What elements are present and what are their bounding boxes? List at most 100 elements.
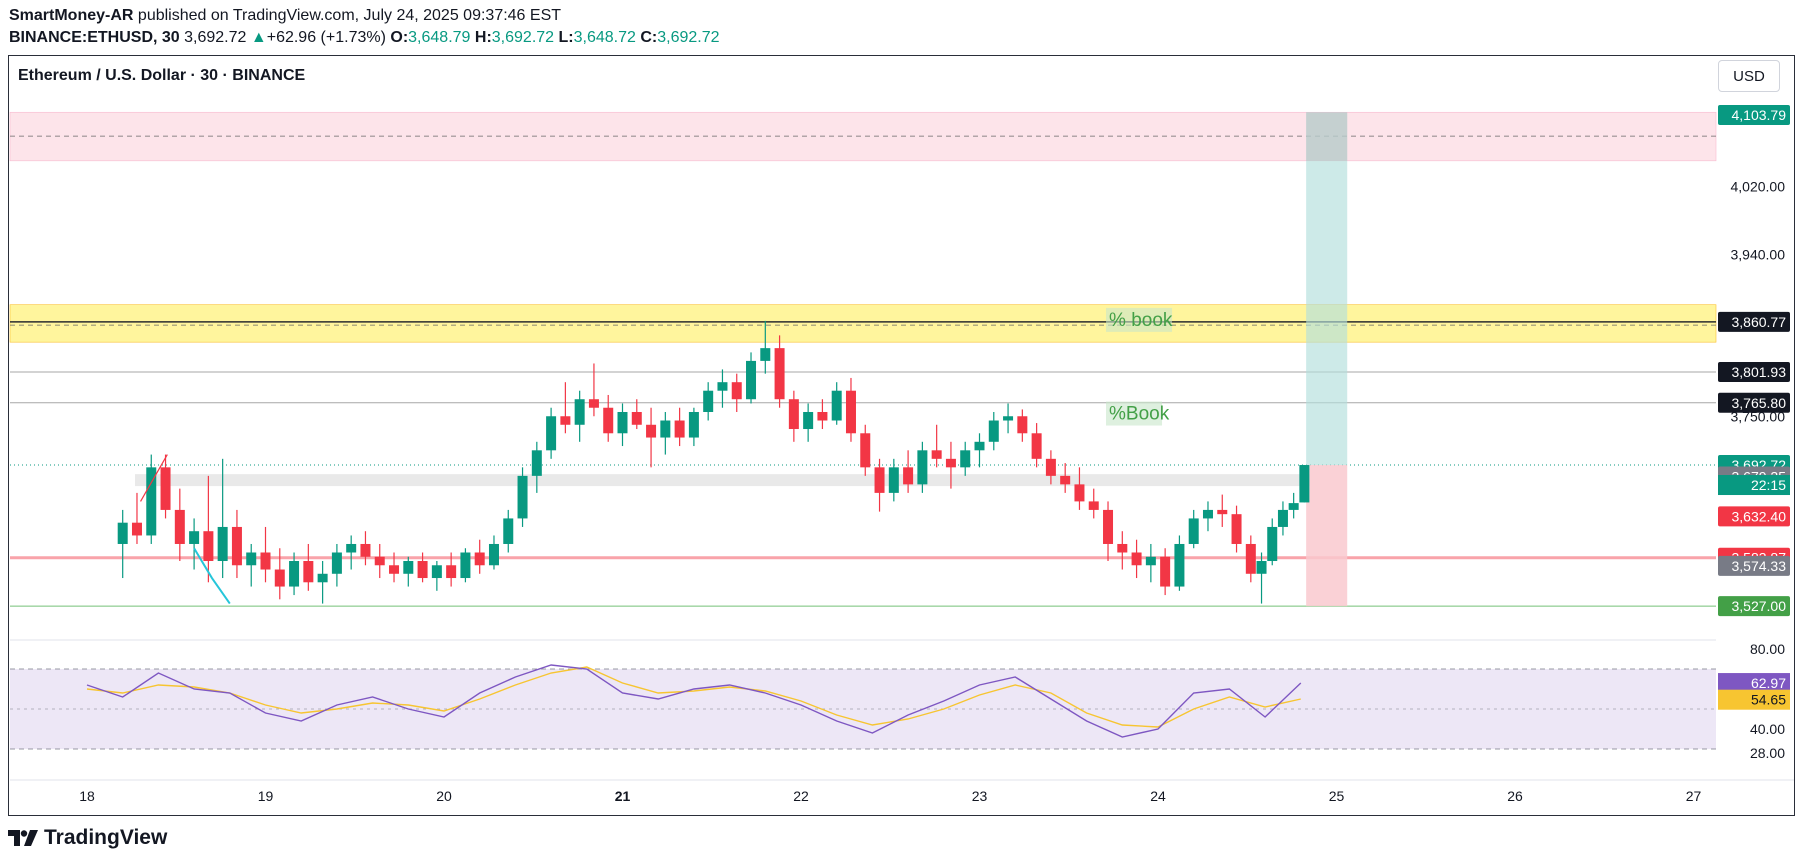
annotation-box-0 bbox=[1106, 307, 1173, 332]
candle-body bbox=[1277, 509, 1288, 527]
price-tag-label: 3,801.93 bbox=[1732, 364, 1787, 380]
rsi-value-label: 62.97 bbox=[1751, 675, 1786, 691]
y-tick-label: 3,940.00 bbox=[1731, 246, 1786, 262]
candle-body bbox=[960, 450, 971, 468]
candle-body bbox=[1074, 484, 1085, 502]
candle-body bbox=[788, 399, 799, 430]
annotation-box-1 bbox=[1106, 401, 1163, 426]
price-tag-label: 3,632.40 bbox=[1732, 508, 1787, 524]
candle-body bbox=[1160, 556, 1171, 587]
candle-body bbox=[574, 399, 585, 425]
rsi-ma-line bbox=[86, 666, 1301, 728]
rsi-tick-label: 40.00 bbox=[1750, 721, 1785, 737]
x-tick-label: 27 bbox=[1686, 788, 1702, 804]
candle-body bbox=[289, 561, 300, 587]
candle-body bbox=[146, 467, 157, 536]
publish-info: SmartMoney-AR published on TradingView.c… bbox=[9, 7, 561, 25]
close-value: 3,692.72 bbox=[657, 29, 720, 46]
price-tag bbox=[1718, 596, 1790, 617]
candle-body bbox=[945, 458, 956, 468]
candle-body bbox=[488, 543, 499, 566]
candle-body bbox=[974, 441, 985, 451]
annotation-label-0: % book bbox=[1109, 310, 1173, 331]
candle-body bbox=[717, 382, 728, 391]
candle-body bbox=[1267, 526, 1278, 562]
rsi-value-tag bbox=[1718, 673, 1790, 694]
candle-body bbox=[417, 561, 428, 579]
candle-body bbox=[874, 467, 885, 493]
x-tick-label: 18 bbox=[79, 788, 95, 804]
candle-body bbox=[1145, 556, 1156, 566]
candle-body bbox=[303, 561, 314, 583]
candle-body bbox=[888, 467, 899, 493]
candle-body bbox=[674, 420, 685, 438]
candle-body bbox=[231, 526, 242, 566]
price-tag bbox=[1718, 362, 1790, 383]
high-label: H: bbox=[474, 29, 492, 46]
candle-body bbox=[546, 416, 557, 451]
tradingview-footer[interactable]: TradingView bbox=[8, 826, 167, 850]
candle-body bbox=[360, 543, 371, 557]
candle-body bbox=[817, 411, 828, 421]
x-tick-label: 20 bbox=[436, 788, 452, 804]
candle-body bbox=[531, 450, 542, 476]
x-tick-label: 23 bbox=[972, 788, 988, 804]
candle-body bbox=[374, 556, 385, 566]
candle-body bbox=[203, 531, 214, 562]
candle-body bbox=[803, 411, 814, 430]
candle-body bbox=[446, 565, 457, 579]
open-label: O: bbox=[390, 29, 409, 46]
candle-body bbox=[603, 407, 614, 434]
candle-body bbox=[403, 561, 414, 574]
price-tag-label: 3,527.00 bbox=[1732, 598, 1787, 614]
price-tag-label: 4,103.79 bbox=[1732, 107, 1787, 123]
candle-body bbox=[1103, 509, 1114, 544]
candle-body bbox=[903, 467, 914, 485]
rsi-line bbox=[86, 664, 1302, 738]
resistance-zone bbox=[9, 304, 1717, 343]
tradingview-logo-icon bbox=[8, 830, 38, 846]
candle-body bbox=[1117, 543, 1128, 553]
chart-frame bbox=[8, 55, 1795, 816]
x-tick-label: 21 bbox=[615, 788, 631, 804]
candle-body bbox=[1245, 543, 1256, 574]
annotation-label-1: %Book bbox=[1109, 404, 1170, 425]
candle-body bbox=[1299, 465, 1310, 503]
candle-body bbox=[460, 552, 471, 579]
candle-body bbox=[189, 531, 200, 544]
symbol-label[interactable]: BINANCE:ETHUSD, 30 bbox=[9, 29, 180, 46]
author-name[interactable]: SmartMoney-AR bbox=[9, 7, 134, 24]
currency-button[interactable]: USD bbox=[1718, 60, 1780, 92]
published-text: published on TradingView.com, July 24, 2… bbox=[137, 7, 562, 24]
x-tick-label: 19 bbox=[258, 788, 274, 804]
trend-line bbox=[140, 454, 168, 502]
candle-body bbox=[1217, 509, 1228, 515]
price-tag bbox=[1718, 555, 1790, 576]
stop-area bbox=[1306, 465, 1348, 607]
x-tick-label: 22 bbox=[793, 788, 809, 804]
rsi-value-label: 54.65 bbox=[1751, 692, 1786, 708]
candle-body bbox=[588, 399, 599, 408]
candle-body bbox=[860, 433, 871, 468]
low-label: L: bbox=[558, 29, 574, 46]
price-tag-label: 3,860.77 bbox=[1732, 314, 1787, 330]
candle-body bbox=[389, 565, 400, 574]
candle-body bbox=[131, 522, 142, 536]
candle-body bbox=[1060, 475, 1071, 485]
candle-body bbox=[646, 424, 657, 438]
ohlc-bar: BINANCE:ETHUSD, 30 3,692.72 ▲+62.96 (+1.… bbox=[9, 29, 720, 47]
candle-body bbox=[660, 420, 671, 438]
candle-body bbox=[260, 552, 271, 570]
change-up-icon: ▲ bbox=[250, 29, 267, 46]
change-value: +62.96 (+1.73%) bbox=[266, 29, 386, 46]
candle-body bbox=[746, 360, 757, 400]
price-tag bbox=[1718, 105, 1790, 125]
candle-body bbox=[631, 411, 642, 425]
price-tag-label: 3,574.33 bbox=[1732, 558, 1787, 574]
candle-body bbox=[217, 526, 228, 562]
candle-body bbox=[346, 543, 357, 553]
candle-body bbox=[617, 411, 628, 434]
candle-body bbox=[246, 552, 257, 566]
last-price: 3,692.72 bbox=[184, 29, 247, 46]
